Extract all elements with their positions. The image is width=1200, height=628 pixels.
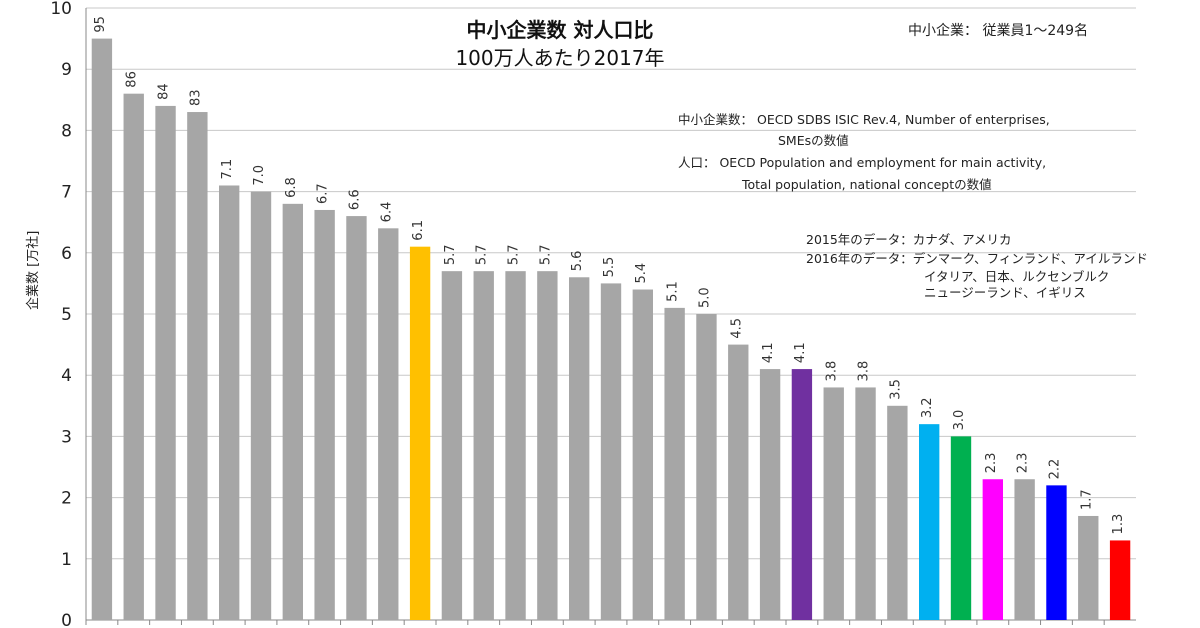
y-tick-label: 7 — [61, 183, 72, 203]
sme-definition-note: 中小企業： 従業員1～249名 — [908, 23, 1089, 39]
y-tick-label: 2 — [61, 489, 72, 509]
bar — [600, 283, 622, 620]
bar-value-label: 6.4 — [379, 202, 394, 223]
bar-value-label: 7.1 — [220, 159, 235, 180]
bar — [632, 289, 653, 620]
bar-value-label: 2.3 — [1016, 453, 1031, 474]
bar-value-label: 6.7 — [316, 183, 331, 204]
bar-value-label: 86 — [125, 71, 140, 88]
bar-value-label: 84 — [157, 83, 172, 100]
source-note-sme-line2: SMEsの数値 — [778, 133, 849, 148]
bar-value-label: 6.6 — [347, 189, 362, 210]
bar-value-label: 5.7 — [538, 244, 553, 265]
bar-value-label: 95 — [93, 16, 108, 33]
bar-value-label: 5.7 — [443, 244, 458, 265]
bar — [155, 105, 176, 621]
bar — [823, 387, 844, 620]
bar-value-label: 1.3 — [1111, 514, 1126, 535]
bar-value-label: 3.8 — [857, 361, 872, 382]
bar — [791, 369, 813, 620]
y-tick-label: 0 — [61, 611, 72, 628]
y-tick-label: 5 — [61, 305, 72, 325]
bar-value-label: 6.8 — [284, 177, 299, 198]
bar — [759, 369, 781, 620]
y-tick-label: 1 — [61, 550, 72, 570]
bar — [664, 307, 685, 620]
bar-value-label: 2.2 — [1047, 459, 1062, 480]
chart-title: 中小企業数 対人口比 — [466, 18, 654, 42]
bar — [346, 216, 367, 620]
bar — [537, 271, 558, 620]
bar — [1046, 485, 1067, 620]
bar — [696, 314, 717, 620]
bar-value-label: 5.7 — [475, 244, 490, 265]
chart-subtitle: 100万人あたり2017年 — [455, 46, 665, 70]
bar — [950, 436, 972, 620]
bar — [982, 479, 1003, 620]
bar-value-label: 5.1 — [666, 281, 681, 302]
y-axis-label: 企業数 [万社] — [26, 230, 41, 310]
bar-value-label: 5.6 — [570, 251, 585, 272]
bar — [887, 405, 908, 620]
bar — [282, 203, 303, 620]
data-year-note-2015: 2015年のデータ：カナダ、アメリカ — [806, 232, 1012, 247]
bar-value-label: 7.0 — [252, 165, 267, 186]
bar-value-label: 3.0 — [952, 410, 967, 431]
y-tick-label: 6 — [61, 244, 72, 264]
bar-value-label: 6.1 — [411, 220, 426, 241]
bar — [187, 112, 208, 620]
y-tick-label: 8 — [61, 121, 72, 141]
bar — [1078, 515, 1099, 620]
bar — [123, 93, 144, 621]
bar-value-label: 4.5 — [729, 318, 744, 339]
data-year-note-2016-line1: 2016年のデータ：デンマーク、フィンランド、アイルランド — [806, 251, 1148, 266]
bar-value-label: 2.3 — [984, 453, 999, 474]
bar-value-label: 5.4 — [634, 263, 649, 284]
bar — [378, 228, 399, 620]
bar — [569, 277, 590, 620]
source-note-pop-line2: Total population, national conceptの数値 — [742, 177, 992, 192]
bar-value-label: 1.7 — [1079, 489, 1094, 510]
bar — [409, 246, 431, 620]
y-tick-label: 4 — [61, 366, 72, 386]
bar — [473, 271, 494, 620]
bar — [855, 387, 876, 620]
bar-value-label: 3.8 — [825, 361, 840, 382]
bar-value-label: 5.5 — [602, 257, 617, 278]
y-tick-label: 3 — [61, 427, 72, 447]
bar — [919, 424, 940, 620]
bar-value-label: 3.5 — [888, 379, 903, 400]
data-year-note-2016-line2: イタリア、日本、ルクセンブルク — [924, 269, 1110, 284]
bar-value-label: 3.2 — [920, 397, 935, 418]
bar-value-label: 83 — [188, 89, 203, 106]
bar-value-label: 5.7 — [507, 244, 522, 265]
source-note-pop-line1: 人口： OECD Population and employment for m… — [678, 155, 1047, 170]
bar — [441, 271, 463, 620]
bar — [1014, 479, 1035, 620]
bar-value-label: 4.1 — [793, 342, 808, 363]
bar — [505, 271, 526, 620]
bar-value-label: 5.0 — [697, 287, 712, 308]
data-year-note-2016-line3: ニュージーランド、イギリス — [924, 285, 1086, 300]
bar — [1109, 540, 1131, 620]
bar — [728, 344, 749, 620]
source-note-sme-line1: 中小企業数： OECD SDBS ISIC Rev.4, Number of e… — [678, 112, 1050, 127]
bar — [314, 209, 335, 620]
y-tick-label: 9 — [61, 60, 72, 80]
y-tick-label: 10 — [50, 0, 72, 19]
bar — [91, 38, 113, 621]
bar — [219, 185, 240, 621]
bar-value-label: 4.1 — [761, 342, 776, 363]
bar — [250, 191, 272, 620]
